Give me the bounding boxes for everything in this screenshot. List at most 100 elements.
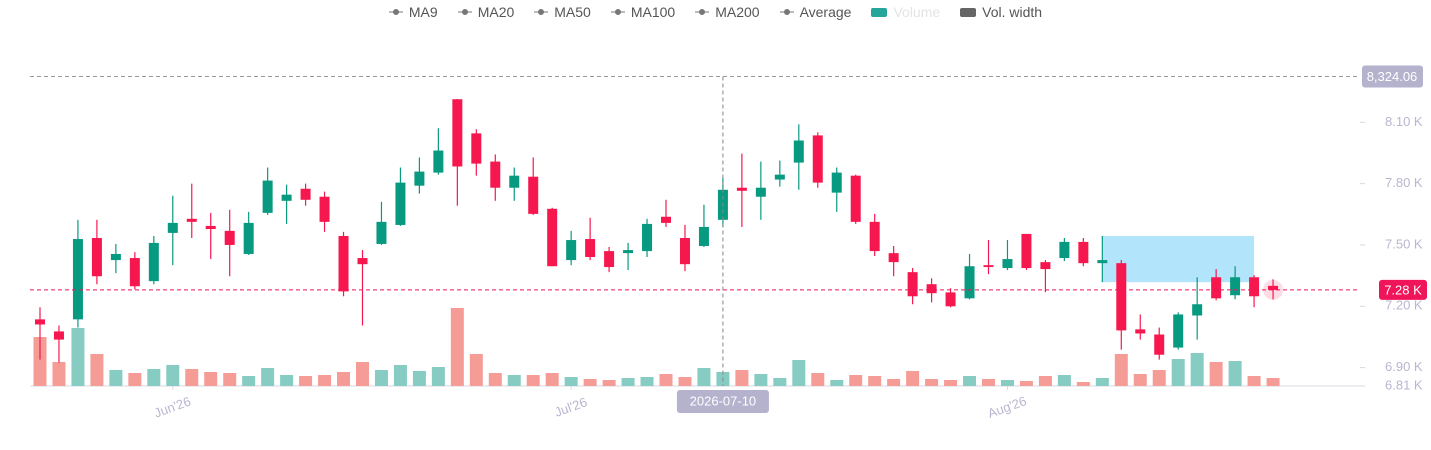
candle-body	[1116, 263, 1127, 331]
candle-body	[642, 223, 653, 252]
candle-body	[281, 194, 292, 201]
icon-dot	[783, 9, 790, 15]
candle-body	[1154, 334, 1165, 355]
crosshair-x-label: 2026-07-10	[690, 393, 757, 408]
volume-bar	[1247, 376, 1261, 386]
legend-icon	[871, 7, 888, 17]
volume-bar	[166, 365, 180, 386]
last-price-label: 7.28 K	[1384, 282, 1422, 297]
candle-body	[964, 266, 975, 299]
candle-body	[1230, 277, 1241, 296]
volume-bar	[1114, 354, 1128, 386]
last-price-glow	[1263, 279, 1284, 300]
legend-item[interactable]: Vol. width	[960, 2, 1042, 22]
candle-body	[585, 239, 596, 258]
volume-bar	[1133, 374, 1147, 386]
legend-item[interactable]: MA50	[534, 2, 591, 22]
candle-body	[869, 221, 880, 252]
volume-bar	[469, 354, 483, 386]
y-tick-label: 7.80 K	[1385, 175, 1423, 190]
volume-bar	[545, 373, 559, 386]
legend-icon	[610, 7, 625, 17]
legend-label: MA50	[554, 4, 591, 20]
candle-body	[698, 226, 709, 246]
volume-bar	[659, 374, 673, 386]
last-price-box	[1379, 279, 1427, 300]
y-tick-label: 8.10 K	[1385, 114, 1423, 129]
volume-bar	[1209, 362, 1223, 386]
candle-body	[850, 175, 861, 222]
volume-bar	[204, 372, 218, 386]
crosshair-y-label: 8,324.06	[1367, 69, 1418, 84]
legend-item[interactable]: MA9	[388, 2, 438, 22]
volume-bar	[754, 374, 768, 386]
volume-bar	[90, 354, 104, 386]
y-tick-label: 7.20 K	[1385, 298, 1423, 313]
volume-bar	[1152, 370, 1166, 386]
volume-bar	[678, 377, 692, 386]
candle-body	[1211, 277, 1222, 299]
candle-body	[1097, 260, 1108, 264]
candle-body	[414, 171, 425, 186]
volume-bar	[223, 373, 237, 386]
volume-bar	[849, 375, 863, 386]
volume-bar	[185, 369, 199, 386]
legend-item[interactable]: MA200	[695, 2, 760, 22]
candle-body	[357, 258, 368, 265]
candle-body	[926, 284, 937, 294]
candle-body	[1078, 241, 1089, 264]
candle-body	[300, 188, 311, 200]
x-tick-label: Jun'26	[152, 393, 193, 420]
volume-bar	[128, 373, 142, 386]
volume-bar	[1171, 359, 1185, 386]
candle-body	[224, 230, 235, 245]
candle-body	[1059, 241, 1070, 259]
legend-icon	[695, 7, 710, 17]
legend-item[interactable]: Volume	[871, 2, 940, 22]
candle-body	[566, 240, 577, 261]
volume-bar	[887, 379, 901, 386]
candle-body	[509, 175, 520, 188]
icon-dot	[392, 9, 399, 15]
candle-body	[1021, 233, 1032, 269]
candle-body	[1002, 259, 1013, 269]
volume-bar	[526, 375, 540, 386]
legend-label: Vol. width	[982, 4, 1043, 20]
candle-body	[376, 221, 387, 244]
volume-bar	[982, 379, 995, 386]
candle-body	[1040, 262, 1051, 270]
crosshair-y-box	[1362, 65, 1423, 88]
volume-bar	[71, 328, 85, 386]
legend-item[interactable]: MA20	[457, 2, 514, 22]
legend-label: Volume	[893, 4, 941, 20]
legend-item[interactable]: MA100	[610, 2, 675, 22]
volume-bar	[697, 368, 711, 386]
volume-bar	[1190, 353, 1204, 386]
candle-body	[812, 135, 823, 183]
legend-icon	[457, 7, 472, 17]
candle-body	[679, 238, 690, 265]
volume-bar	[507, 375, 521, 386]
volume-bar	[52, 362, 66, 386]
volume-bar	[944, 380, 958, 386]
x-tick-label: Jul'26	[552, 394, 589, 420]
candle-body	[831, 172, 842, 193]
volume-bar	[602, 380, 616, 386]
volume-bar	[318, 375, 332, 386]
legend-icon	[960, 7, 977, 17]
crosshair-x-box	[676, 390, 769, 413]
volume-bar	[450, 308, 464, 386]
volume-bar	[261, 368, 275, 386]
highlight-zone	[1102, 235, 1255, 283]
candle-body	[623, 250, 634, 254]
candle-body	[945, 292, 956, 307]
candle-body	[243, 222, 254, 254]
candle-body	[547, 208, 558, 267]
legend-item[interactable]: Average	[779, 2, 851, 22]
volume-bar	[868, 376, 882, 386]
icon-dot	[614, 9, 621, 15]
candle-body	[452, 99, 463, 167]
candle-body	[661, 216, 672, 223]
volume-bar	[33, 337, 47, 386]
